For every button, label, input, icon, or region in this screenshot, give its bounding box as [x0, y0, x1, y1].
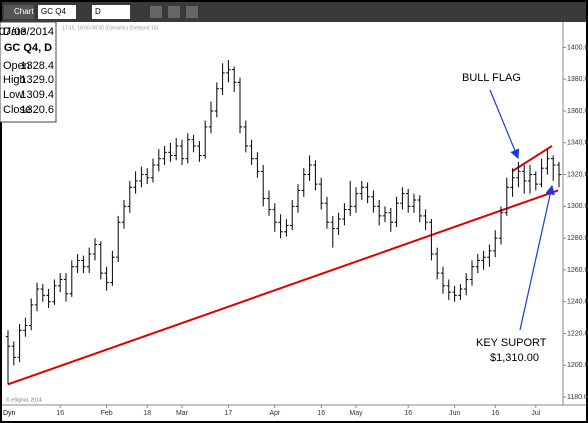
data-window-label: Low	[3, 89, 23, 101]
x-tick-label: Feb	[101, 410, 113, 417]
y-tick-label: 1340.00	[567, 140, 588, 147]
data-window-value: 1328.4	[20, 60, 54, 72]
tool-button[interactable]	[168, 6, 180, 18]
annotation: BULL FLAG	[462, 72, 521, 84]
y-tick-label: 1280.00	[567, 235, 588, 242]
x-tick-label: 16	[404, 410, 412, 417]
interval: D	[95, 7, 101, 16]
y-tick-label: 1380.00	[567, 76, 588, 83]
y-tick-label: 1180.00	[567, 394, 588, 401]
x-tick-label: Jun	[449, 410, 460, 417]
copyright: © eSignal, 2014	[6, 396, 42, 403]
annotation: KEY SUPORT	[476, 337, 547, 349]
plot-area	[2, 22, 563, 405]
annotation: $1,310.00	[490, 352, 539, 364]
x-tick-label: Jul	[531, 410, 540, 417]
y-tick-label: 1240.00	[567, 299, 588, 306]
chart-tab[interactable]	[4, 5, 34, 19]
symbol-box[interactable]	[38, 5, 76, 19]
y-axis-area	[563, 22, 586, 405]
arrow	[519, 184, 555, 331]
x-tick-label: Apr	[269, 410, 281, 417]
data-window-label: Open	[3, 60, 30, 72]
data-window-value: 1309.4	[20, 89, 54, 101]
symbol: GC Q4	[41, 7, 66, 16]
arrow	[489, 89, 520, 160]
data-window-label: Date	[3, 26, 26, 38]
tool-button[interactable]	[150, 6, 162, 18]
x-tick-label: 17	[225, 410, 233, 417]
y-tick-label: 1360.00	[567, 108, 588, 115]
data-window-heading: GC Q4, D	[4, 42, 52, 54]
x-tick-label: May	[349, 410, 363, 417]
data-window-label: Close	[3, 104, 31, 116]
tab-label: Chart	[14, 7, 34, 16]
x-tick-label: Mar	[176, 410, 189, 417]
y-tick-label: 1220.00	[567, 330, 588, 337]
y-tick-label: 1300.00	[567, 203, 588, 210]
y-tick-label: 1260.00	[567, 267, 588, 274]
plot: 1180.00 1200.00 1220.00 1240.00 1260.00 1280.…	[5, 44, 588, 417]
x-axis-area	[2, 405, 586, 421]
trendline	[7, 189, 559, 386]
toolbar	[2, 2, 586, 22]
data-window-label: High	[3, 74, 26, 86]
x-tick-label: 16	[317, 410, 325, 417]
y-tick-label: 1200.00	[567, 362, 588, 369]
data-window-value: 1329.0	[20, 74, 54, 86]
tool-button[interactable]	[186, 6, 198, 18]
data-window	[0, 21, 57, 123]
status-text: 17:15, 18:00-08:00 (Dynamic) (Delayed 10…	[62, 25, 158, 31]
interval-box[interactable]	[92, 5, 130, 19]
x-tick-label: 16	[56, 410, 64, 417]
mode: Dyn	[3, 410, 16, 417]
data-window-value: 07/03/2014	[0, 26, 54, 38]
x-tick-label: 16	[491, 410, 499, 417]
y-tick-label: 1320.00	[567, 171, 588, 178]
data-window-value: 1320.6	[20, 104, 54, 116]
y-tick-label: 1400.00	[567, 44, 588, 51]
x-tick-label: 18	[143, 410, 151, 417]
